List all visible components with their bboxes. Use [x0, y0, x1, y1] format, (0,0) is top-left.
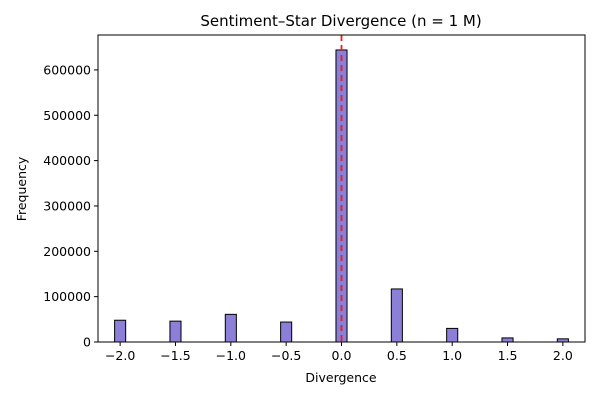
histogram-bar — [446, 327, 459, 343]
x-tick-label: 1.0 — [442, 348, 462, 363]
y-tick-label: 100000 — [43, 289, 91, 304]
histogram-bar — [114, 319, 127, 343]
histogram-bar — [169, 320, 182, 343]
histogram-bar — [224, 313, 237, 343]
histogram-bar — [390, 288, 403, 343]
x-axis-label: Divergence — [305, 370, 377, 385]
histogram-bar — [280, 321, 293, 343]
x-tick-label: 2.0 — [553, 348, 573, 363]
x-axis-ticks: −2.0 −1.5 −1.0 −0.5 0.0 0.5 1.0 1.5 2.0 — [105, 342, 573, 363]
y-tick-label: 200000 — [43, 244, 91, 259]
y-tick-label: 500000 — [43, 108, 91, 123]
y-tick-label: 400000 — [43, 153, 91, 168]
histogram-bar — [501, 337, 514, 343]
x-tick-label: 0.5 — [387, 348, 407, 363]
x-tick-label: 1.5 — [498, 348, 518, 363]
x-tick-label: −0.5 — [271, 348, 301, 363]
x-tick-label: −1.0 — [216, 348, 246, 363]
y-tick-label: 600000 — [43, 62, 91, 77]
y-tick-label: 300000 — [43, 198, 91, 213]
y-tick-label: 0 — [83, 335, 91, 350]
y-axis-ticks: 0 100000 200000 300000 400000 500000 600000 — [43, 62, 98, 350]
x-tick-label: 0.0 — [332, 348, 352, 363]
x-tick-label: −1.5 — [160, 348, 190, 363]
chart-title: Sentiment–Star Divergence (n = 1 M) — [200, 12, 481, 30]
x-tick-label: −2.0 — [105, 348, 135, 363]
y-axis-label: Frequency — [14, 156, 29, 221]
